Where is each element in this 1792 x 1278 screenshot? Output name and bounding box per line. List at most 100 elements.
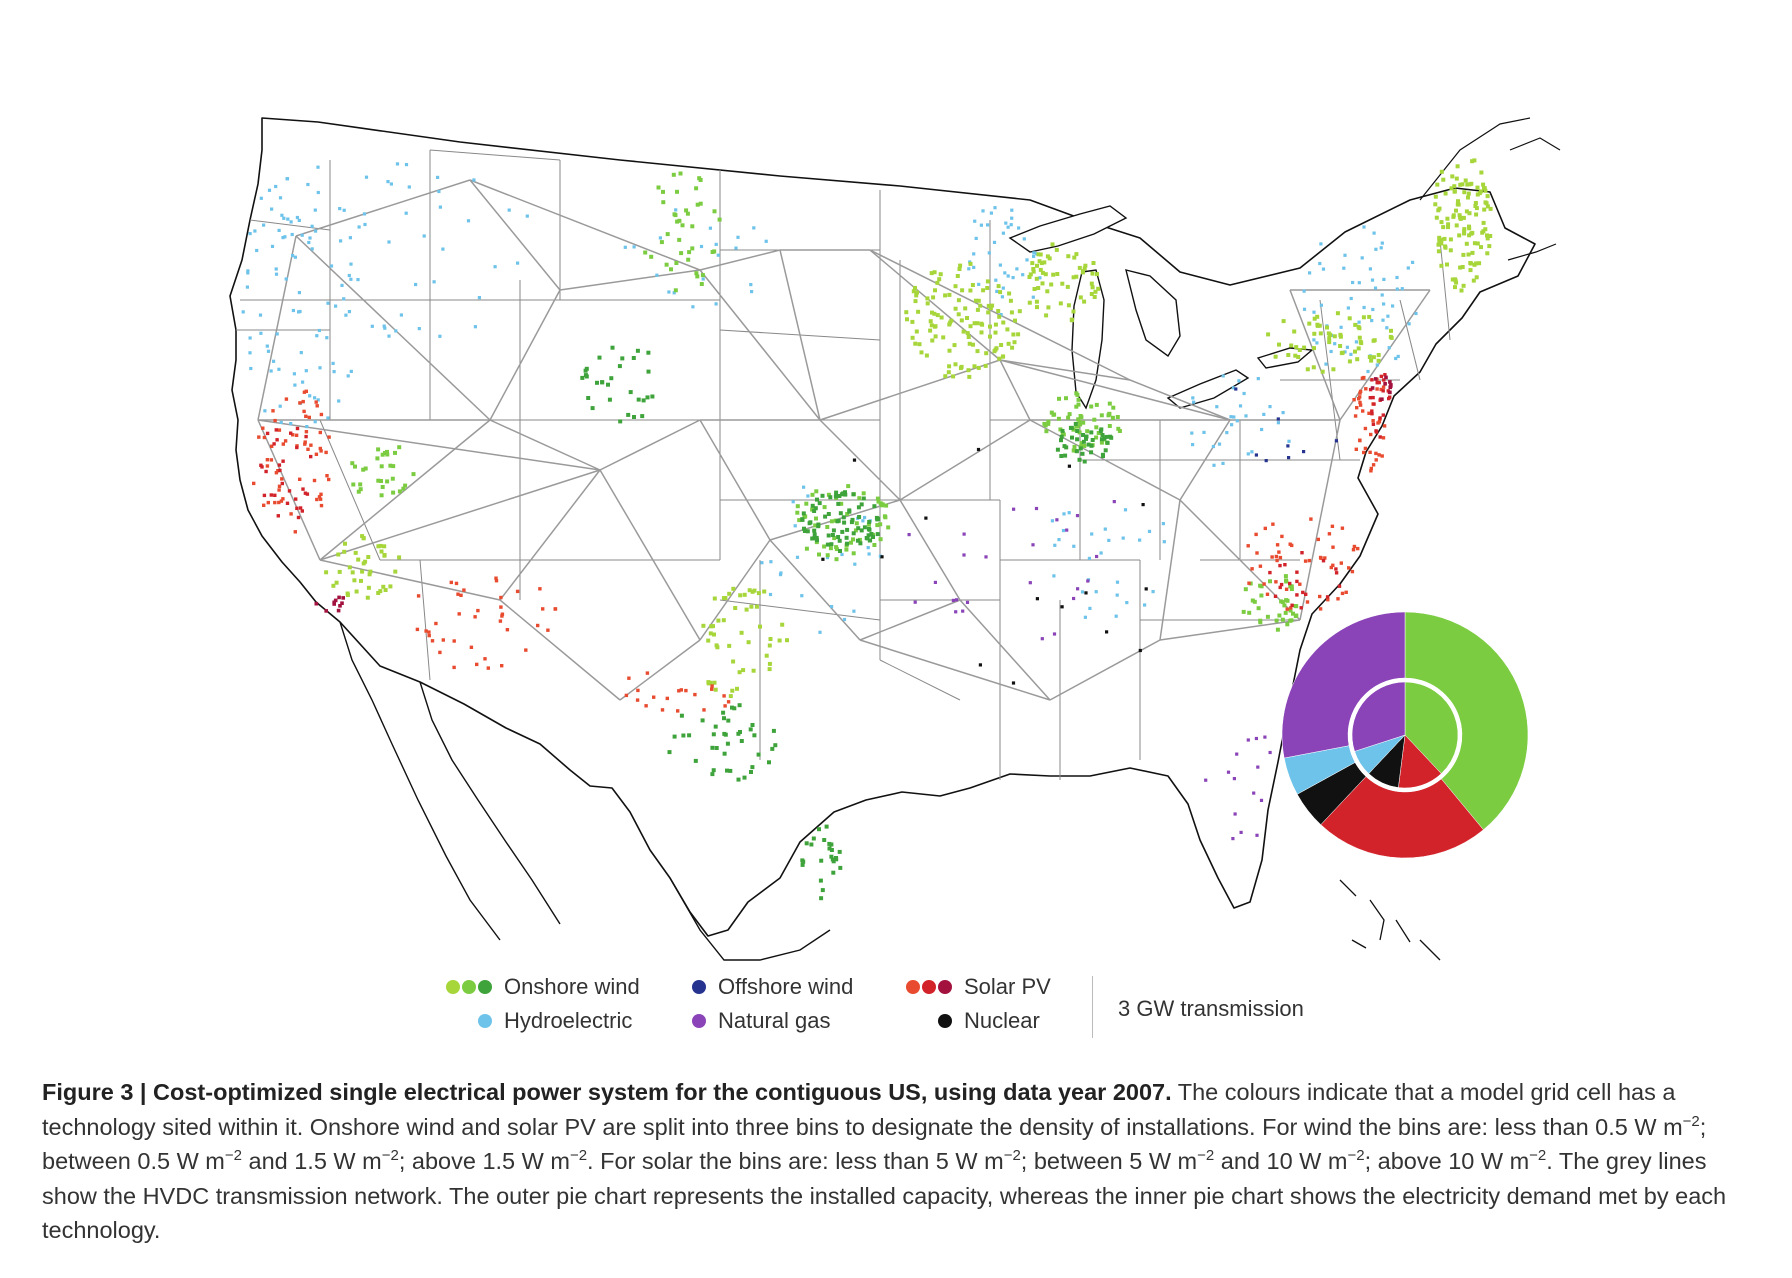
cell-hydro — [1366, 369, 1370, 374]
cell-hydro — [1395, 287, 1399, 291]
cell-wind_low — [1367, 314, 1372, 319]
cell-solar_low — [294, 433, 299, 437]
cell-wind_low — [1009, 310, 1014, 315]
cell-solar_low — [1376, 421, 1380, 425]
cell-hydro — [1319, 303, 1323, 307]
cell-wind_high — [1090, 438, 1095, 442]
cell-solar_low — [1316, 537, 1320, 542]
cell-wind_mid — [875, 496, 880, 501]
cell-wind_low — [939, 315, 944, 320]
cell-hydro — [967, 267, 971, 271]
cell-wind_low — [1038, 252, 1043, 257]
cell-wind_high — [681, 733, 686, 738]
cell-hydro — [1354, 340, 1358, 344]
cell-wind_low — [1483, 188, 1488, 193]
cell-hydro — [265, 344, 269, 348]
cell-wind_low — [953, 362, 958, 367]
cell-wind_mid — [1094, 425, 1099, 430]
cell-hydro — [1115, 580, 1120, 584]
cell-hydro — [437, 189, 441, 194]
cell-wind_low — [1482, 207, 1487, 212]
cell-solar_low — [546, 628, 550, 632]
cell-wind_low — [910, 319, 915, 324]
cell-wind_low — [368, 569, 373, 574]
cell-wind_high — [837, 538, 842, 543]
lake-ontario — [1256, 347, 1314, 369]
cell-wind_mid — [717, 217, 722, 222]
cell-wind_low — [1281, 319, 1286, 324]
cell-solar_low — [277, 488, 281, 492]
cell-nuclear — [1141, 503, 1145, 507]
cell-wind_mid — [1077, 419, 1082, 424]
cell-hydro — [972, 265, 976, 269]
cell-wind_low — [1036, 252, 1041, 257]
cell-hydro — [289, 220, 293, 224]
cell-hydro — [1010, 208, 1014, 212]
cell-wind_low — [980, 322, 985, 327]
cell-wind_mid — [1067, 412, 1072, 417]
cell-natural_gas — [954, 610, 958, 614]
cell-solar_mid — [262, 493, 267, 498]
cell-wind_high — [1089, 430, 1094, 435]
cell-wind_low — [1472, 158, 1477, 163]
cell-hydro — [1022, 237, 1026, 241]
cell-hydro — [760, 561, 764, 565]
cell-natural_gas — [1086, 579, 1090, 583]
cell-hydro — [1244, 414, 1248, 418]
cell-wind_high — [831, 528, 836, 533]
cell-solar_low — [541, 607, 545, 611]
cell-hydro — [1009, 223, 1013, 227]
cell-wind_low — [947, 364, 952, 369]
cell-wind_low — [1437, 235, 1442, 240]
cell-solar_low — [319, 449, 323, 453]
cell-solar_low — [319, 492, 323, 496]
cell-hydro — [1381, 318, 1385, 322]
cell-solar_low — [327, 435, 331, 439]
cell-wind_high — [838, 549, 842, 553]
cell-hydro — [861, 519, 865, 523]
cell-solar_low — [1307, 558, 1312, 563]
cell-wind_high — [871, 535, 875, 539]
cell-solar_low — [262, 435, 267, 440]
cell-wind_low — [768, 637, 773, 641]
cell-wind_high — [834, 857, 839, 862]
cell-hydro — [655, 273, 659, 277]
cell-wind_low — [1090, 285, 1095, 290]
cell-wind_high — [728, 768, 733, 773]
cell-wind_mid — [1077, 430, 1082, 435]
cell-solar_low — [1263, 526, 1267, 531]
cell-wind_low — [925, 301, 930, 306]
cell-solar_low — [306, 447, 310, 451]
cell-solar_low — [1290, 543, 1294, 548]
cell-hydro — [1396, 354, 1400, 358]
cell-solar_low — [499, 605, 503, 609]
cell-wind_low — [1096, 286, 1101, 291]
cell-wind_low — [1311, 365, 1316, 370]
cell-solar_mid — [309, 454, 313, 459]
cell-solar_mid — [272, 442, 276, 446]
cell-hydro — [1373, 286, 1378, 290]
cell-wind_low — [993, 322, 998, 327]
cell-hydro — [291, 254, 295, 258]
cell-wind_mid — [685, 211, 690, 216]
cell-wind_low — [751, 668, 756, 673]
cell-solar_low — [469, 645, 474, 649]
cell-wind_high — [736, 777, 741, 782]
cell-wind_low — [1045, 254, 1050, 259]
cell-wind_low — [1462, 227, 1467, 232]
cell-wind_low — [1006, 341, 1011, 346]
cell-nuclear — [1084, 591, 1088, 595]
cell-hydro — [791, 500, 795, 504]
cell-natural_gas — [1075, 514, 1080, 518]
cell-hydro — [992, 240, 997, 244]
cell-hydro — [714, 242, 718, 246]
cell-nuclear — [880, 555, 884, 559]
cell-hydro — [262, 223, 266, 227]
cell-solar_low — [284, 397, 289, 401]
cell-hydro — [272, 359, 276, 363]
cell-wind_low — [985, 279, 990, 284]
cell-wind_low — [963, 306, 968, 311]
cell-wind_low — [968, 288, 973, 293]
cell-solar_low — [500, 664, 504, 668]
cell-wind_high — [845, 527, 850, 532]
